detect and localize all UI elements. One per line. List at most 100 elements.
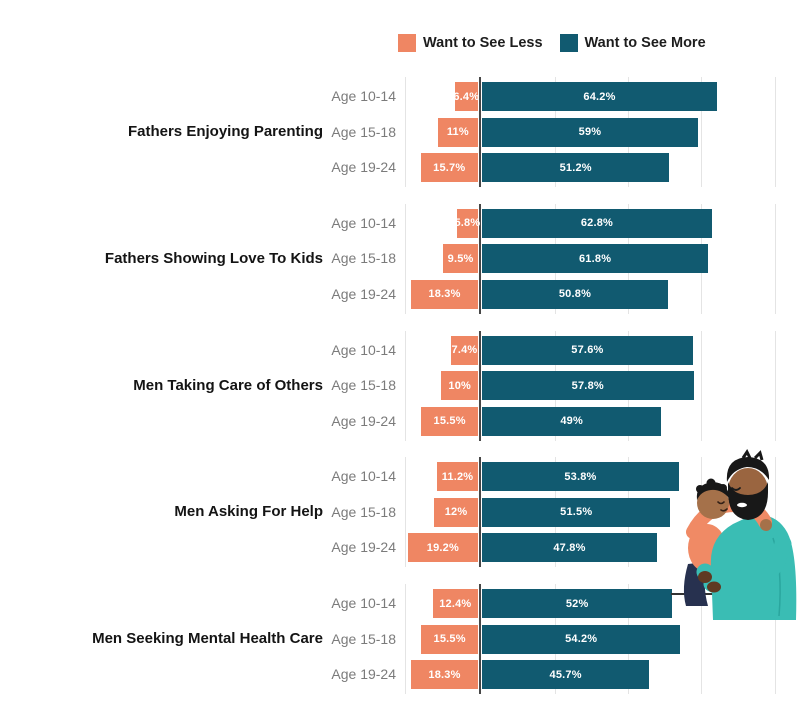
age-group-label: Age 10-14 bbox=[331, 468, 396, 485]
gridline bbox=[405, 584, 406, 694]
group-panel: 7.4% 57.6% 10% 57.8% 15.5% 49% bbox=[405, 330, 777, 441]
zero-axis-line bbox=[479, 330, 481, 441]
gridline bbox=[405, 457, 406, 568]
category-label: Men Seeking Mental Health Care bbox=[92, 630, 323, 647]
bar-want-to-see-more: 61.8% bbox=[482, 244, 709, 274]
legend-label-more: Want to See More bbox=[584, 35, 706, 51]
age-group-label: Age 10-14 bbox=[331, 214, 396, 231]
age-group-label: Age 15-18 bbox=[331, 630, 396, 647]
bar-value-label: 11.2% bbox=[441, 470, 474, 483]
gridline bbox=[775, 330, 776, 441]
bar-want-to-see-less: 11% bbox=[437, 117, 478, 147]
bar-value-label: 9.5% bbox=[447, 252, 474, 265]
bar-value-label: 7.4% bbox=[451, 344, 478, 356]
gridline bbox=[775, 584, 776, 694]
category-label: Men Taking Care of Others bbox=[133, 376, 323, 394]
bar-want-to-see-more: 51.2% bbox=[482, 153, 670, 182]
legend: Want to See Less Want to See More bbox=[398, 34, 706, 52]
bar-value-label: 12.4% bbox=[439, 597, 472, 610]
bar-value-label: 51.2% bbox=[559, 161, 592, 174]
bar-value-label: 12% bbox=[444, 506, 468, 519]
bar-value-label: 61.8% bbox=[578, 252, 612, 265]
age-group-label: Age 19-24 bbox=[331, 666, 396, 682]
bar-want-to-see-more: 49% bbox=[482, 406, 662, 436]
age-group-label: Age 10-14 bbox=[331, 595, 396, 611]
legend-item-more: Want to See More bbox=[559, 34, 706, 52]
bar-value-label: 51.5% bbox=[560, 506, 593, 519]
age-group-label: Age 15-18 bbox=[331, 377, 396, 393]
bar-value-label: 15.5% bbox=[433, 415, 466, 427]
age-group-label: Age 15-18 bbox=[331, 123, 396, 140]
bar-want-to-see-less: 5.8% bbox=[454, 208, 481, 238]
bar-value-label: 50.8% bbox=[558, 288, 592, 301]
gridline bbox=[405, 77, 406, 187]
bar-value-label: 64.2% bbox=[583, 90, 616, 103]
bar-value-label: 15.7% bbox=[433, 161, 466, 174]
bar-want-to-see-less: 10% bbox=[441, 371, 478, 400]
bar-want-to-see-less: 11.2% bbox=[437, 462, 478, 492]
bar-want-to-see-less: 18.3% bbox=[411, 660, 478, 689]
bar-value-label: 5.8% bbox=[454, 217, 481, 230]
group-panel: 5.8% 62.8% 9.5% 61.8% 18.3% 50.8% bbox=[405, 203, 777, 314]
bar-value-label: 49% bbox=[560, 415, 583, 427]
bar-want-to-see-less: 18.3% bbox=[411, 279, 478, 309]
bar-value-label: 52% bbox=[565, 597, 589, 610]
gridline bbox=[775, 203, 776, 314]
bar-want-to-see-more: 64.2% bbox=[482, 82, 717, 111]
legend-label-less: Want to See Less bbox=[423, 35, 543, 51]
legend-item-less: Want to See Less bbox=[398, 34, 543, 52]
bar-want-to-see-more: 54.2% bbox=[482, 624, 681, 654]
bar-want-to-see-less: 9.5% bbox=[443, 244, 478, 274]
age-group-label: Age 10-14 bbox=[331, 341, 396, 358]
bar-want-to-see-more: 59% bbox=[482, 117, 698, 147]
group-panel: 12.4% 52% 15.5% 54.2% 18.3% 45.7% bbox=[405, 584, 777, 694]
bar-want-to-see-less: 12% bbox=[434, 497, 478, 527]
bar-want-to-see-more: 50.8% bbox=[482, 279, 668, 309]
bar-want-to-see-less: 15.7% bbox=[420, 153, 478, 182]
bar-want-to-see-more: 57.8% bbox=[482, 371, 694, 400]
bar-value-label: 53.8% bbox=[564, 470, 597, 483]
legend-swatch-less-icon bbox=[398, 34, 416, 52]
age-group-label: Age 19-24 bbox=[331, 412, 396, 429]
bar-want-to-see-more: 57.6% bbox=[482, 335, 693, 365]
bar-value-label: 15.5% bbox=[433, 633, 466, 645]
bar-want-to-see-less: 7.4% bbox=[450, 335, 478, 365]
age-group-label: Age 10-14 bbox=[331, 88, 396, 104]
legend-swatch-more-icon bbox=[559, 34, 578, 52]
bar-value-label: 19.2% bbox=[426, 541, 459, 554]
gridline bbox=[701, 77, 702, 187]
group-panel: 11.2% 53.8% 12% 51.5% 19.2% 47.8% bbox=[405, 457, 777, 568]
age-group-label: Age 15-18 bbox=[331, 250, 396, 267]
group-panel: 6.4% 64.2% 11% 59% 15.7% 51.2% bbox=[405, 77, 777, 187]
bar-want-to-see-more: 45.7% bbox=[482, 660, 650, 689]
gridline bbox=[701, 330, 702, 441]
category-label: Fathers Showing Love To Kids bbox=[104, 249, 323, 267]
age-group-label: Age 15-18 bbox=[331, 503, 396, 520]
bar-want-to-see-more: 62.8% bbox=[482, 208, 712, 238]
bar-want-to-see-more: 51.5% bbox=[482, 497, 671, 527]
bar-want-to-see-more: 47.8% bbox=[482, 533, 657, 563]
bar-value-label: 54.2% bbox=[565, 633, 598, 645]
bar-value-label: 57.6% bbox=[571, 344, 604, 356]
zero-axis-line bbox=[479, 584, 481, 694]
bar-want-to-see-less: 15.5% bbox=[421, 624, 478, 654]
bar-want-to-see-more: 53.8% bbox=[482, 462, 679, 492]
age-group-label: Age 19-24 bbox=[331, 285, 396, 302]
bar-want-to-see-less: 15.5% bbox=[421, 406, 478, 436]
category-label: Men Asking For Help bbox=[174, 503, 323, 521]
zero-axis-line bbox=[479, 203, 481, 314]
gridline bbox=[775, 77, 776, 187]
age-group-label: Age 19-24 bbox=[331, 159, 396, 175]
bar-value-label: 59% bbox=[578, 126, 602, 138]
gridline bbox=[405, 203, 406, 314]
bar-want-to-see-less: 12.4% bbox=[432, 589, 478, 618]
bar-want-to-see-more: 52% bbox=[482, 589, 673, 618]
bar-want-to-see-less: 19.2% bbox=[407, 533, 478, 563]
category-label: Fathers Enjoying Parenting bbox=[127, 123, 323, 140]
bar-value-label: 18.3% bbox=[428, 668, 461, 681]
father-hugging-child-illustration bbox=[683, 449, 797, 620]
bar-value-label: 45.7% bbox=[549, 668, 582, 681]
bar-want-to-see-less: 6.4% bbox=[453, 82, 479, 111]
zero-axis-line bbox=[479, 77, 481, 187]
